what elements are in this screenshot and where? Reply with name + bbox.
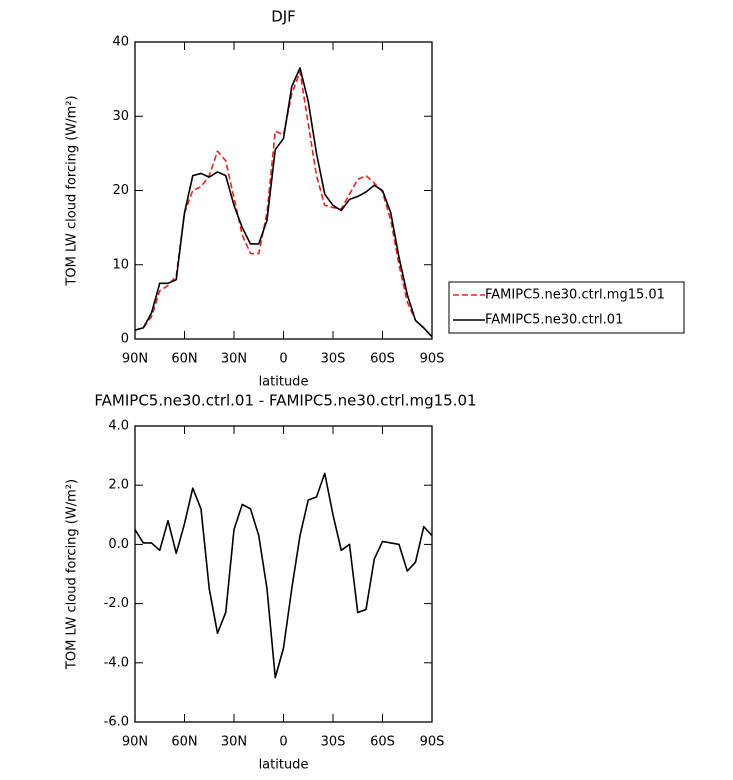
y-tick-label: 20 [112, 183, 129, 198]
series-line [134, 67, 433, 338]
x-axis-label: latitude [259, 758, 309, 773]
y-tick-label: 0.0 [108, 537, 129, 552]
y-tick-label: -6.0 [104, 715, 129, 730]
y-tick-label: 40 [112, 35, 129, 50]
chart-title: FAMIPC5.ne30.ctrl.01 - FAMIPC5.ne30.ctrl… [94, 392, 476, 410]
x-tick-label: 60S [370, 352, 395, 367]
x-tick-label: 30S [321, 735, 346, 750]
y-tick-label: -2.0 [104, 596, 129, 611]
plot-frame [134, 425, 433, 723]
chart-title: DJF [271, 8, 296, 26]
y-axis-label: TOM LW cloud forcing (W/m²) [65, 95, 80, 286]
plot-frame [134, 41, 433, 340]
x-tick-label: 60S [370, 735, 395, 750]
x-tick-label: 90S [420, 352, 445, 367]
x-axis-label: latitude [259, 375, 309, 390]
y-tick-label: -4.0 [104, 655, 129, 670]
y-tick-label: 4.0 [108, 419, 129, 434]
x-tick-label: 0 [279, 352, 287, 367]
y-tick-label: 2.0 [108, 478, 129, 493]
x-tick-label: 90N [122, 735, 148, 750]
series-line [134, 472, 433, 679]
legend-label: FAMIPC5.ne30.ctrl.01 [485, 313, 623, 328]
x-tick-label: 60N [171, 735, 197, 750]
x-tick-label: 30N [221, 735, 247, 750]
y-tick-label: 10 [112, 257, 129, 272]
x-tick-label: 90S [420, 735, 445, 750]
y-tick-label: 30 [112, 109, 129, 124]
y-axis-label: TOM LW cloud forcing (W/m²) [65, 479, 80, 670]
legend-box [448, 281, 685, 334]
x-tick-label: 0 [279, 735, 287, 750]
legend-label: FAMIPC5.ne30.ctrl.mg15.01 [485, 288, 665, 303]
x-tick-label: 30S [321, 352, 346, 367]
y-tick-label: 0 [121, 332, 129, 347]
x-tick-label: 30N [221, 352, 247, 367]
x-tick-label: 90N [122, 352, 148, 367]
x-tick-label: 60N [171, 352, 197, 367]
